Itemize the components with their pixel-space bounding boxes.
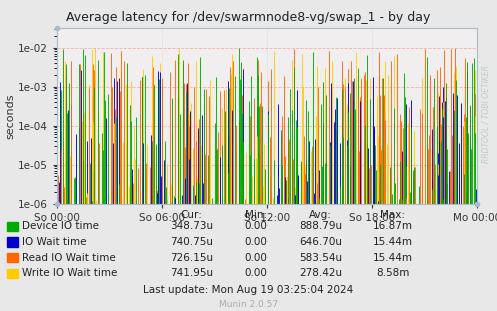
Text: Device IO time: Device IO time [22,221,99,231]
Text: Average latency for /dev/swarmnode8-vg/swap_1 - by day: Average latency for /dev/swarmnode8-vg/s… [66,11,431,24]
Text: 8.58m: 8.58m [376,268,410,278]
Text: 278.42u: 278.42u [299,268,342,278]
Text: Write IO Wait time: Write IO Wait time [22,268,118,278]
Text: 726.15u: 726.15u [170,253,213,262]
Text: 740.75u: 740.75u [170,237,213,247]
Text: Min:: Min: [245,210,267,220]
Text: 646.70u: 646.70u [299,237,342,247]
Text: 16.87m: 16.87m [373,221,413,231]
Text: Read IO Wait time: Read IO Wait time [22,253,116,262]
Text: Avg:: Avg: [309,210,332,220]
Text: 741.95u: 741.95u [170,268,213,278]
Text: 583.54u: 583.54u [299,253,342,262]
Text: 0.00: 0.00 [245,221,267,231]
Text: 15.44m: 15.44m [373,253,413,262]
Text: Last update: Mon Aug 19 03:25:04 2024: Last update: Mon Aug 19 03:25:04 2024 [143,285,354,295]
Text: 348.73u: 348.73u [170,221,213,231]
Text: RRDTOOL / TOBI OETIKER: RRDTOOL / TOBI OETIKER [482,64,491,163]
Text: 15.44m: 15.44m [373,237,413,247]
Y-axis label: seconds: seconds [5,93,15,139]
Text: Cur:: Cur: [180,210,202,220]
Text: 0.00: 0.00 [245,268,267,278]
Text: Munin 2.0.57: Munin 2.0.57 [219,300,278,309]
Text: 0.00: 0.00 [245,237,267,247]
Text: IO Wait time: IO Wait time [22,237,87,247]
Text: Max:: Max: [380,210,405,220]
Text: 888.79u: 888.79u [299,221,342,231]
Text: 0.00: 0.00 [245,253,267,262]
